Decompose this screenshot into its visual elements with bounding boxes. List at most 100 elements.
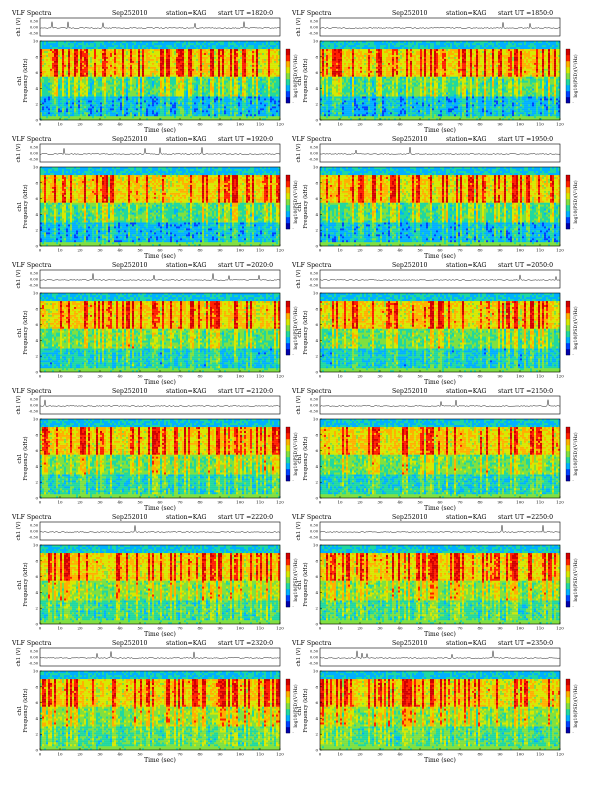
spectrogram-cell — [138, 100, 140, 102]
spectrogram-cell — [126, 59, 128, 61]
spectrogram-cell — [72, 114, 74, 116]
spectrogram-cell — [114, 43, 116, 45]
spectrogram-cell — [74, 96, 76, 98]
spectrogram-cell — [116, 45, 118, 47]
spectrogram-cell — [40, 90, 42, 92]
spectrogram-cell — [84, 71, 86, 73]
spectrogram-cell — [90, 90, 92, 92]
spectrogram-cell — [60, 102, 62, 104]
spectrogram-cell — [92, 98, 94, 100]
spectrogram-cell — [112, 71, 114, 73]
spectrogram-cell — [66, 92, 68, 94]
spectrogram-cell — [150, 47, 152, 49]
spectrogram-cell — [64, 69, 66, 71]
spectrogram-cell — [68, 55, 70, 57]
spectrogram-cell — [80, 43, 82, 45]
spectrogram-cell — [138, 92, 140, 94]
spectrogram-cell — [114, 104, 116, 106]
spectrogram-cell — [132, 41, 134, 43]
spectrogram-cell — [102, 65, 104, 67]
spectrogram-cell — [148, 96, 150, 98]
spectrogram-cell — [124, 59, 126, 61]
spectrogram-cell — [132, 69, 134, 71]
spectrogram-cell — [92, 106, 94, 108]
spectrogram-cell — [124, 92, 126, 94]
spectrogram-cell — [118, 86, 120, 88]
spectrogram-cell — [44, 90, 46, 92]
spectrogram-cell — [96, 77, 98, 79]
spectrogram-cell — [120, 79, 122, 81]
spectrogram-cell — [66, 73, 68, 75]
spectrogram-cell — [52, 86, 54, 88]
spectrogram-cell — [126, 57, 128, 59]
spectrogram-cell — [106, 45, 108, 47]
spectrogram-cell — [74, 69, 76, 71]
spectrogram-cell — [90, 100, 92, 102]
spectrogram-cell — [94, 75, 96, 77]
spectrogram-cell — [80, 69, 82, 71]
spectrogram-cell — [104, 79, 106, 81]
spectrogram-cell — [70, 59, 72, 61]
spectrogram-cell — [58, 94, 60, 96]
spectrogram-cell — [60, 69, 62, 71]
spectrogram-cell — [90, 81, 92, 83]
spectrogram-cell — [68, 79, 70, 81]
spectrogram-cell — [102, 114, 104, 116]
spectrogram-cell — [92, 77, 94, 79]
spectrogram-cell — [40, 59, 42, 61]
spectrogram-cell — [154, 79, 156, 81]
spectrogram-cell — [62, 94, 64, 96]
spectrogram-cell — [122, 104, 124, 106]
spectrogram-cell — [58, 45, 60, 47]
spectrogram-cell — [70, 57, 72, 59]
spectrogram-cell — [122, 110, 124, 112]
spectrogram-cell — [126, 71, 128, 73]
spectrogram-cell — [106, 94, 108, 96]
spectrogram-cell — [104, 81, 106, 83]
spectrogram-cell — [130, 79, 132, 81]
spectrogram-cell — [150, 106, 152, 108]
spectrogram-cell — [60, 75, 62, 77]
spectrogram-cell — [140, 49, 142, 51]
spectrogram-cell — [136, 104, 138, 106]
spectrogram-cell — [72, 81, 74, 83]
spectrogram-cell — [72, 84, 74, 86]
spectrogram-cell — [90, 73, 92, 75]
spectrogram-cell — [160, 63, 162, 65]
spectrogram-cell — [76, 81, 78, 83]
spectrogram-cell — [80, 82, 82, 84]
spectrogram-cell — [80, 94, 82, 96]
spectrogram-cell — [52, 77, 54, 79]
spectrogram-cell — [156, 88, 158, 90]
spectrogram-cell — [54, 79, 56, 81]
spectrogram-cell — [76, 92, 78, 94]
spectrogram-cell — [86, 94, 88, 96]
spectrogram-cell — [104, 77, 106, 79]
spectrogram-cell — [94, 63, 96, 65]
spectrogram-cell — [112, 75, 114, 77]
spectrogram-cell — [94, 49, 96, 51]
spectrogram-cell — [150, 90, 152, 92]
spectrogram-cell — [42, 98, 44, 100]
spectrogram-cell — [76, 114, 78, 116]
spectrogram-cell — [66, 84, 68, 86]
spectrogram-cell — [86, 104, 88, 106]
spectrogram-cell — [80, 65, 82, 67]
spectrogram-cell — [84, 69, 86, 71]
spectrogram-cell — [146, 114, 148, 116]
spectrogram-cell — [78, 96, 80, 98]
spectrogram-cell — [68, 47, 70, 49]
spectrogram-cell — [66, 112, 68, 114]
spectrogram-cell — [104, 67, 106, 69]
spectrogram-cell — [92, 86, 94, 88]
spectrogram-cell — [54, 102, 56, 104]
spectrogram-cell — [118, 41, 120, 43]
spectrogram-cell — [98, 110, 100, 112]
spectrogram-cell — [134, 90, 136, 92]
spectrogram-cell — [126, 112, 128, 114]
spectrogram-cell — [52, 63, 54, 65]
spectrogram-cell — [48, 116, 50, 118]
spectrogram-cell — [58, 61, 60, 63]
spectrogram-cell — [102, 110, 104, 112]
spectrogram-cell — [154, 116, 156, 118]
